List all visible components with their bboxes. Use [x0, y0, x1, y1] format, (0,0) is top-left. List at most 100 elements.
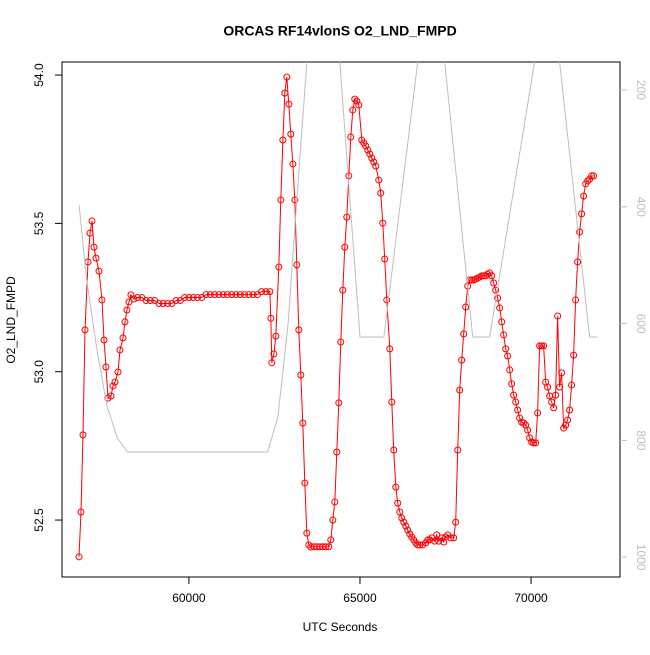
data-point: [287, 130, 295, 138]
data-point: [414, 541, 422, 549]
data-point: [146, 297, 154, 305]
data-point: [349, 106, 357, 114]
data-point: [468, 276, 476, 284]
data-point: [277, 196, 285, 204]
y-tick-label: 52.5: [32, 508, 46, 532]
data-point: [107, 392, 115, 400]
data-point: [568, 381, 576, 389]
data-point: [490, 279, 498, 287]
data-point: [353, 97, 361, 105]
data-point: [193, 294, 201, 302]
data-point: [281, 89, 289, 97]
data-point: [327, 536, 335, 544]
data-point: [337, 338, 345, 346]
data-point: [297, 371, 305, 379]
data-point: [416, 541, 424, 549]
data-point: [88, 217, 96, 225]
data-point: [578, 210, 586, 218]
data-point: [400, 518, 408, 526]
data-point: [164, 299, 172, 307]
data-point: [447, 534, 455, 542]
data-point: [540, 342, 548, 350]
data-point: [268, 359, 276, 367]
data-point: [289, 160, 297, 168]
data-point: [92, 254, 100, 262]
data-point: [262, 288, 270, 296]
data-point: [116, 346, 124, 354]
data-point: [355, 101, 363, 109]
data-point: [333, 448, 341, 456]
y-tick-label: 53.5: [32, 211, 46, 235]
y-tick-label: 54.0: [32, 63, 46, 87]
data-point: [590, 172, 598, 180]
data-point: [102, 363, 110, 371]
data-point: [574, 258, 582, 266]
data-point: [442, 533, 450, 541]
data-point: [295, 326, 303, 334]
data-point: [544, 383, 552, 391]
data-point: [90, 243, 98, 251]
x-axis-label: UTC Seconds: [303, 620, 378, 634]
chart-title: ORCAS RF14vlonS O2_LND_FMPD: [223, 23, 456, 39]
y-axis-label: O2_LND_FMPD: [4, 276, 18, 364]
data-point: [564, 416, 572, 424]
data-point: [215, 291, 223, 299]
data-point: [383, 296, 391, 304]
data-point: [86, 229, 94, 237]
data-point: [130, 295, 138, 303]
y-tick-label: 53.0: [32, 360, 46, 384]
data-point: [293, 261, 301, 269]
data-point: [532, 439, 540, 447]
data-point: [456, 386, 464, 394]
data-point: [368, 154, 376, 162]
data-point: [424, 536, 432, 544]
data-point: [508, 380, 516, 388]
x-tick-label: 70000: [514, 591, 548, 605]
y2-tick-label: 1000: [634, 544, 648, 571]
data-point: [426, 536, 434, 544]
data-point: [381, 255, 389, 263]
data-point: [433, 531, 441, 539]
data-point: [370, 158, 378, 166]
data-point: [377, 189, 385, 197]
data-point: [402, 522, 410, 530]
data-point: [460, 330, 468, 338]
data-point: [125, 298, 133, 306]
data-point: [301, 479, 309, 487]
data-point: [98, 296, 106, 304]
plot-area: [75, 62, 598, 561]
data-point: [219, 291, 227, 299]
data-point: [514, 406, 522, 414]
data-point: [500, 331, 508, 339]
data-point: [228, 291, 236, 299]
data-point: [347, 133, 355, 141]
data-point: [458, 356, 466, 364]
data-point: [134, 294, 142, 302]
series-line: [78, 62, 598, 453]
data-point: [223, 291, 231, 299]
data-point: [266, 288, 274, 296]
data-point: [386, 345, 394, 353]
data-point: [450, 534, 458, 542]
data-point: [100, 336, 108, 344]
data-point: [272, 332, 280, 340]
data-point: [379, 219, 387, 227]
data-point: [335, 399, 343, 407]
data-point: [172, 297, 180, 305]
data-point: [275, 263, 283, 271]
data-point: [506, 366, 514, 374]
data-point: [81, 326, 89, 334]
data-point: [111, 378, 119, 386]
data-point: [181, 294, 189, 302]
x-tick-label: 60000: [172, 591, 206, 605]
data-point: [331, 498, 339, 506]
data-point: [498, 318, 506, 326]
data-point: [267, 314, 275, 322]
y2-tick-label: 400: [634, 197, 648, 217]
data-point: [339, 286, 347, 294]
data-point: [322, 543, 330, 551]
data-point: [552, 391, 560, 399]
data-point: [516, 414, 524, 422]
